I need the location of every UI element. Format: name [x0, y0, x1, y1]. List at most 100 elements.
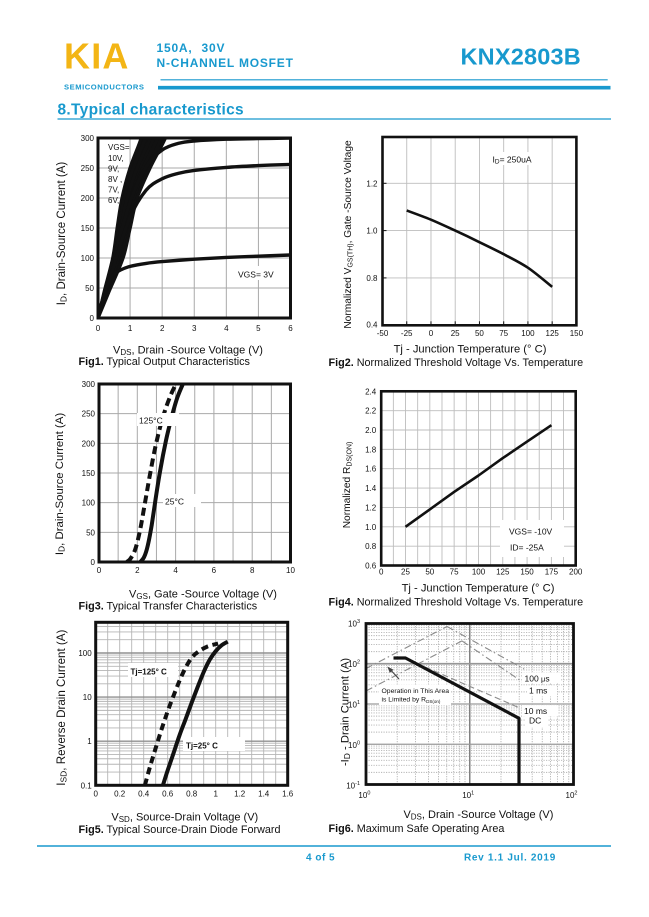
svg-text:200: 200 — [82, 439, 96, 448]
svg-text:1.2: 1.2 — [234, 790, 246, 799]
svg-text:VDS, Drain -Source Voltage (V): VDS, Drain -Source Voltage (V) — [113, 345, 263, 358]
svg-text:0: 0 — [97, 566, 102, 575]
svg-text:250: 250 — [82, 410, 96, 419]
svg-text:150A,30V: 150A, 30V — [157, 41, 226, 55]
svg-text:DC: DC — [529, 716, 541, 726]
svg-text:0: 0 — [96, 324, 101, 333]
svg-text:ID, Drain-Source Current (A): ID, Drain-Source Current (A) — [56, 162, 69, 306]
svg-text:150: 150 — [570, 329, 584, 338]
svg-text:VGS, Gate -Source Voltage (V): VGS, Gate -Source Voltage (V) — [129, 589, 277, 602]
svg-text:150: 150 — [81, 224, 95, 233]
svg-text:1.0: 1.0 — [366, 227, 378, 236]
svg-text:8V ,: 8V , — [108, 175, 122, 184]
svg-text:1 ms: 1 ms — [529, 686, 547, 696]
svg-text:101: 101 — [348, 700, 360, 710]
svg-text:-ID - Drain Current (A): -ID - Drain Current (A) — [340, 658, 353, 766]
svg-text:6: 6 — [212, 566, 217, 575]
svg-text:300: 300 — [81, 134, 95, 143]
svg-text:10: 10 — [83, 693, 92, 702]
svg-text:10 ms: 10 ms — [524, 706, 547, 716]
svg-text:25: 25 — [451, 329, 460, 338]
svg-text:125°C: 125°C — [139, 416, 163, 426]
svg-text:Fig1. Typical Output Character: Fig1. Typical Output Characteristics — [79, 356, 251, 368]
svg-text:103: 103 — [348, 619, 360, 629]
svg-text:10-1: 10-1 — [346, 781, 360, 791]
svg-text:ID, Drain-Source Current (A): ID, Drain-Source Current (A) — [54, 413, 67, 555]
svg-text:100: 100 — [81, 254, 95, 263]
svg-text:102: 102 — [566, 791, 578, 801]
svg-text:10: 10 — [286, 566, 295, 575]
svg-text:100: 100 — [348, 741, 360, 751]
svg-text:100: 100 — [521, 329, 535, 338]
svg-text:0.6: 0.6 — [365, 562, 377, 571]
svg-text:101: 101 — [462, 791, 474, 801]
svg-text:0.6: 0.6 — [162, 790, 174, 799]
svg-text:2: 2 — [135, 566, 140, 575]
svg-text:0.8: 0.8 — [365, 542, 377, 551]
svg-text:0: 0 — [379, 568, 384, 577]
svg-text:2: 2 — [160, 324, 165, 333]
svg-text:VSD, Source-Drain Voltage (V): VSD, Source-Drain Voltage (V) — [111, 812, 258, 825]
svg-text:0.1: 0.1 — [81, 781, 93, 790]
svg-text:-25: -25 — [401, 329, 413, 338]
svg-text:ISD, Reverse Drain Current (A): ISD, Reverse Drain Current (A) — [55, 629, 69, 785]
svg-text:250: 250 — [81, 164, 95, 173]
svg-text:1.0: 1.0 — [365, 523, 377, 532]
svg-text:KNX2803B: KNX2803B — [461, 44, 581, 70]
svg-text:125: 125 — [546, 329, 560, 338]
svg-text:2.4: 2.4 — [365, 387, 377, 396]
svg-text:6: 6 — [288, 324, 293, 333]
svg-text:0.8: 0.8 — [186, 790, 198, 799]
svg-text:200: 200 — [81, 194, 95, 203]
svg-text:25°C: 25°C — [165, 497, 184, 507]
svg-text:100: 100 — [472, 568, 486, 577]
svg-text:0.8: 0.8 — [366, 274, 378, 283]
svg-text:10V,: 10V, — [108, 154, 124, 163]
svg-text:Normalized RDS(ON): Normalized RDS(ON) — [342, 442, 354, 529]
svg-text:1.8: 1.8 — [365, 445, 377, 454]
svg-text:-50: -50 — [377, 329, 389, 338]
svg-text:VGS= -10V: VGS= -10V — [509, 527, 553, 537]
svg-text:1: 1 — [128, 324, 133, 333]
svg-text:100: 100 — [78, 649, 92, 658]
svg-text:N-CHANNEL MOSFET: N-CHANNEL MOSFET — [157, 56, 294, 70]
svg-text:50: 50 — [85, 284, 94, 293]
svg-text:7V,: 7V, — [108, 186, 119, 195]
svg-text:150: 150 — [82, 469, 96, 478]
svg-text:Fig5. Typical Source-Drain Dio: Fig5. Typical Source-Drain Diode Forward — [79, 824, 281, 836]
svg-text:2.0: 2.0 — [365, 426, 377, 435]
svg-text:200: 200 — [569, 568, 583, 577]
svg-text:300: 300 — [82, 380, 96, 389]
svg-text:1.6: 1.6 — [282, 790, 294, 799]
svg-text:VDS, Drain -Source Voltage (V): VDS, Drain -Source Voltage (V) — [403, 809, 553, 822]
svg-text:100: 100 — [358, 791, 370, 801]
svg-text:125: 125 — [496, 568, 510, 577]
svg-text:KIA: KIA — [64, 36, 130, 77]
svg-text:SEMICONDUCTORS: SEMICONDUCTORS — [64, 83, 145, 92]
svg-text:25: 25 — [401, 568, 410, 577]
svg-text:8.Typical characteristics: 8.Typical characteristics — [58, 102, 244, 119]
svg-text:5: 5 — [256, 324, 261, 333]
svg-text:6V,: 6V, — [108, 196, 119, 205]
svg-text:50: 50 — [86, 528, 95, 537]
svg-text:50: 50 — [475, 329, 484, 338]
svg-text:4: 4 — [173, 566, 178, 575]
svg-text:175: 175 — [545, 568, 559, 577]
svg-text:0: 0 — [93, 790, 98, 799]
svg-text:Rev 1.1 Jul. 2019: Rev 1.1 Jul. 2019 — [464, 853, 556, 864]
svg-text:0.4: 0.4 — [366, 320, 378, 329]
svg-text:2.2: 2.2 — [365, 407, 377, 416]
svg-text:Tj=125° C: Tj=125° C — [131, 668, 168, 677]
svg-text:9V,: 9V, — [108, 165, 119, 174]
svg-text:Fig2. Normalized Threshold Vol: Fig2. Normalized Threshold Voltage Vs. T… — [329, 357, 584, 369]
svg-text:75: 75 — [450, 568, 459, 577]
svg-text:Normalized VGS(TH), Gate -Sour: Normalized VGS(TH), Gate -Source Voltage — [343, 140, 355, 329]
svg-text:0: 0 — [91, 558, 96, 567]
svg-text:102: 102 — [348, 660, 360, 670]
svg-text:Fig3. Typical Transfer Charact: Fig3. Typical Transfer Characteristics — [79, 601, 258, 613]
svg-text:8: 8 — [250, 566, 255, 575]
svg-text:1: 1 — [213, 790, 218, 799]
svg-text:100 μs: 100 μs — [525, 674, 550, 684]
svg-text:0: 0 — [90, 314, 95, 323]
svg-text:0: 0 — [429, 329, 434, 338]
